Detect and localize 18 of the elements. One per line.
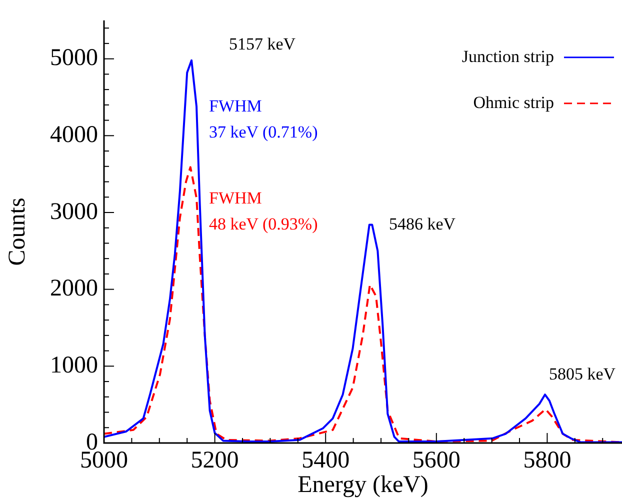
y-tick-label: 4000 — [50, 122, 98, 148]
x-tick-label: 5800 — [523, 448, 572, 474]
annotation: FWHM 48 keV (0.93%) — [209, 188, 318, 234]
legend-label: Junction strip — [462, 46, 554, 66]
x-tick-label: 5400 — [302, 448, 350, 474]
legend-label: Ohmic strip — [473, 92, 554, 112]
annotation: 5157 keV — [229, 34, 296, 54]
annotation: 5805 keV — [549, 364, 616, 384]
y-tick-label: 1000 — [50, 352, 98, 378]
x-axis-title: Energy (keV) — [298, 472, 428, 498]
y-tick-label: 3000 — [50, 198, 98, 225]
y-axis-title: Counts — [4, 198, 31, 266]
annotation: 5486 keV — [389, 214, 456, 234]
y-tick-label: 5000 — [50, 45, 98, 72]
y-tick-label: 2000 — [50, 276, 98, 302]
x-tick-label: 5200 — [190, 448, 239, 474]
annotation: FWHM 37 keV (0.71%) — [209, 96, 318, 142]
x-tick-label: 5600 — [412, 448, 460, 474]
